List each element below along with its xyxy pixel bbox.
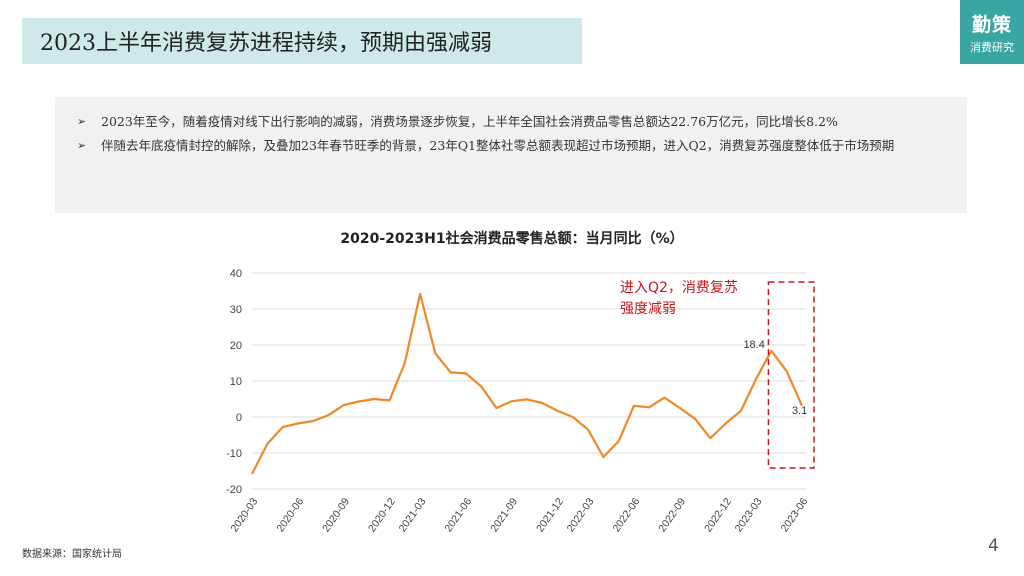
arrow-bullet-icon: ➢ [77,139,87,152]
x-tick-label: 2021-12 [534,496,566,535]
data-label: 3.1 [792,405,807,417]
data-label: 18.4 [743,339,764,351]
x-tick-label: 2022-06 [610,496,642,535]
x-tick-label: 2022-09 [656,496,688,535]
x-tick-label: 2020-09 [320,496,352,535]
brand-logo: 勤策 消费研究 [960,0,1024,64]
y-tick-label: 30 [230,304,242,316]
x-tick-label: 2020-06 [274,496,306,535]
summary-box: ➢ 2023年至今，随着疫情对线下出行影响的减弱，消费场景逐步恢复，上半年全国社… [55,97,967,213]
y-tick-label: 40 [230,268,242,280]
x-tick-label: 2021-06 [442,496,474,535]
chart-title: 2020-2023H1社会消费品零售总额：当月同比（%） [340,231,684,247]
x-tick-label: 2020-12 [366,496,398,535]
x-tick-label: 2023-06 [779,496,811,535]
summary-bullet-text: 2023年至今，随着疫情对线下出行影响的减弱，消费场景逐步恢复，上半年全国社会消… [101,114,838,129]
page-title: 2023上半年消费复苏进程持续，预期由强减弱 [40,31,492,56]
y-tick-label: 0 [236,412,242,424]
y-tick-label: 10 [230,376,242,388]
summary-bullet: ➢ 2023年至今，随着疫情对线下出行影响的减弱，消费场景逐步恢复，上半年全国社… [77,111,945,133]
page-number: 4 [988,536,999,556]
x-tick-label: 2021-03 [397,496,429,535]
highlight-box [767,281,815,469]
x-tick-label: 2023-03 [733,496,765,535]
annotation-text: 进入Q2，消费复苏 [620,279,738,296]
page-title-banner: 2023上半年消费复苏进程持续，预期由强减弱 [22,18,582,64]
y-tick-label: -10 [226,448,242,460]
summary-bullet: ➢ 伴随去年底疫情封控的解除，及叠加23年春节旺季的背景，23年Q1整体社零总额… [77,135,945,157]
x-tick-label: 2022-03 [565,496,597,535]
annotation-text: 强度减弱 [620,301,676,317]
x-tick-label: 2022-12 [702,496,734,535]
x-tick-label: 2021-09 [488,496,520,535]
series-line [251,292,804,475]
y-tick-label: 20 [230,340,242,352]
brand-name: 勤策 [971,13,1012,36]
y-tick-label: -20 [226,484,242,496]
arrow-bullet-icon: ➢ [77,115,87,128]
brand-subtitle: 消费研究 [970,40,1014,54]
x-tick-label: 2020-03 [229,496,261,535]
data-source: 数据来源：国家统计局 [22,549,122,560]
summary-bullet-text: 伴随去年底疫情封控的解除，及叠加23年春节旺季的背景，23年Q1整体社零总额表现… [101,138,895,153]
